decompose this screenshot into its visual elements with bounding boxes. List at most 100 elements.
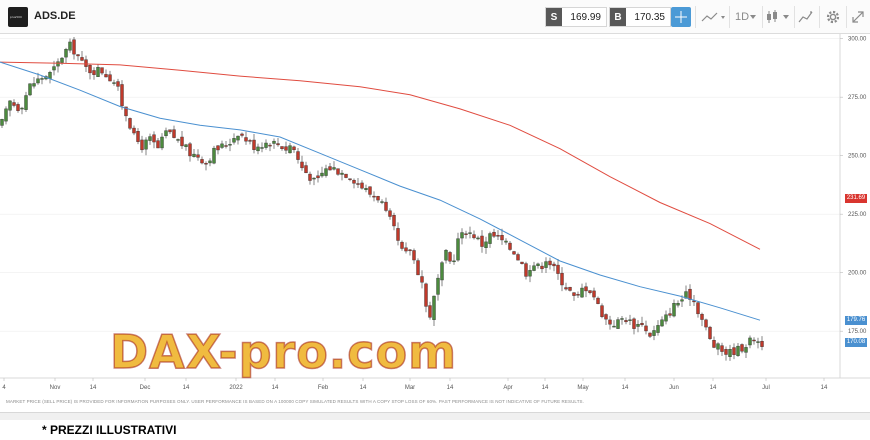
candle (560, 267, 564, 292)
x-tick-label: 14 (360, 385, 367, 391)
candle (40, 75, 44, 85)
candle (76, 54, 80, 61)
indicators-button[interactable] (797, 7, 817, 27)
x-axis-labels: 4 Nov 14 Dec 14 2022 14 Feb 14 Mar 14 Apr 14 May 14 Jun… (2, 385, 828, 391)
candle (416, 258, 420, 276)
candle (204, 161, 208, 171)
candle (368, 186, 372, 198)
candle (8, 100, 12, 117)
candle (192, 149, 196, 158)
y-tick-label: 300.00 (848, 37, 867, 43)
candle (0, 118, 4, 129)
candle (552, 261, 556, 272)
interval-select[interactable]: 1D (733, 7, 759, 27)
candle (740, 343, 744, 354)
candle (648, 332, 652, 339)
candle (668, 307, 672, 318)
candle (184, 143, 188, 151)
x-tick-label: 14 (447, 385, 454, 391)
candle (64, 47, 68, 64)
trend-icon (701, 12, 725, 22)
candle (344, 173, 348, 179)
candle (68, 38, 72, 53)
candle (536, 262, 540, 269)
candle (656, 320, 660, 336)
candle (488, 231, 492, 248)
candle (404, 242, 408, 254)
candle (364, 184, 368, 193)
candle (592, 287, 596, 301)
candle (168, 129, 172, 134)
candle (492, 228, 496, 238)
moving-averages (0, 61, 761, 321)
indicators-icon (798, 11, 813, 23)
x-tick-label: Mar (405, 385, 415, 391)
candle (664, 310, 668, 325)
x-tick-label: Dec (140, 385, 151, 391)
candle (380, 199, 384, 205)
price-chart[interactable]: 175.00 200.00 225.00 250.00 275.00 300.00 4 No… (0, 34, 870, 394)
candle (700, 312, 704, 327)
candle (232, 133, 236, 145)
candle (140, 135, 144, 153)
candle (172, 125, 176, 139)
candle (480, 230, 484, 253)
chart-type-button[interactable] (765, 7, 791, 27)
candle (508, 241, 512, 251)
candle (80, 51, 84, 62)
x-tick-label: Apr (503, 385, 512, 391)
y-tick-label: 175.00 (848, 329, 867, 335)
fullscreen-button[interactable] (849, 7, 867, 27)
candle (12, 99, 16, 108)
x-tick-label: 14 (710, 385, 717, 391)
candle (116, 78, 120, 91)
candle (608, 315, 612, 330)
candle (32, 76, 36, 89)
candle (320, 166, 324, 178)
x-tick-label: 4 (2, 385, 6, 391)
candle (504, 238, 508, 245)
candle (112, 79, 116, 86)
candle (756, 337, 760, 349)
candle (452, 254, 456, 265)
drawing-tool-button[interactable] (700, 7, 726, 27)
candles (0, 37, 764, 361)
candle (544, 257, 548, 274)
candle (444, 249, 448, 264)
gear-icon (826, 10, 840, 24)
candle (704, 318, 708, 331)
candle (124, 106, 128, 122)
candle (376, 195, 380, 203)
candle (556, 258, 560, 280)
crosshair-icon (675, 11, 687, 23)
moving-average-line (0, 61, 761, 321)
x-tick-label: Jul (762, 385, 770, 391)
candle (440, 261, 444, 287)
sell-button[interactable]: S 169.99 (545, 7, 607, 27)
y-tick-label: 225.00 (848, 212, 867, 218)
candle (100, 67, 104, 76)
candle (516, 252, 520, 261)
candle (160, 133, 164, 151)
crosshair-button[interactable] (671, 7, 691, 27)
candle (400, 240, 404, 251)
candle (712, 336, 716, 349)
candle (748, 335, 752, 349)
candle (352, 178, 356, 189)
disclaimer-text: MARKET PRICE (SELL PRICE) IS PROVIDED FO… (6, 399, 585, 404)
candle (20, 106, 24, 115)
candle (684, 285, 688, 300)
candle (24, 91, 28, 112)
candle (512, 250, 516, 255)
settings-button[interactable] (823, 7, 843, 27)
candle (420, 270, 424, 289)
candle (92, 67, 96, 80)
buy-button[interactable]: B 170.35 (609, 7, 671, 27)
candle (312, 177, 316, 186)
candle (384, 197, 388, 213)
candle (328, 162, 332, 171)
candle (580, 283, 584, 298)
candle (572, 292, 576, 301)
candle (248, 138, 252, 145)
candle (288, 142, 292, 154)
